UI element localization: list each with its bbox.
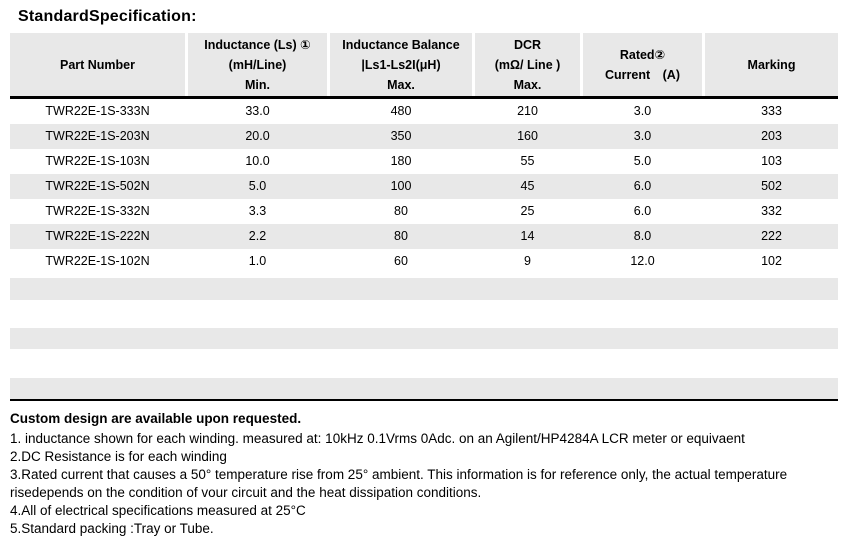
cell-marking: 333 (761, 103, 782, 118)
empty-row (10, 348, 838, 378)
specification-table: Part Number Inductance (Ls) ① (mH/Line) … (10, 33, 838, 401)
cell-rated-current: 3.0 (633, 128, 652, 143)
column-header-part-number: Part Number (10, 33, 185, 96)
cell-inductance: 20.0 (245, 128, 270, 143)
header-bottom-border (10, 96, 838, 99)
table-row: TWR22E-1S-222N 2.2 80 14 8.0 222 (10, 223, 838, 249)
cell-rated-current: 5.0 (633, 153, 652, 168)
cell-balance: 80 (394, 228, 408, 243)
footnote-1: 1. inductance shown for each winding. me… (10, 431, 745, 446)
column-header-rated-current: Rated② Current (A) (583, 33, 702, 96)
table-row: TWR22E-1S-502N 5.0 100 45 6.0 502 (10, 173, 838, 199)
cell-balance: 180 (390, 153, 412, 168)
table-row: TWR22E-1S-333N 33.0 480 210 3.0 333 (10, 98, 838, 124)
cell-marking: 102 (761, 253, 782, 268)
column-header-inductance: Inductance (Ls) ① (mH/Line) Min. (188, 33, 327, 96)
column-header-marking: Marking (705, 33, 838, 96)
empty-row (10, 327, 838, 349)
table-row: TWR22E-1S-103N 10.0 180 55 5.0 103 (10, 148, 838, 174)
cell-part-number: TWR22E-1S-502N (45, 178, 150, 193)
cell-balance: 350 (390, 128, 412, 143)
cell-dcr: 45 (520, 178, 535, 193)
cell-rated-current: 8.0 (633, 228, 652, 243)
cell-inductance: 1.0 (248, 253, 267, 268)
footnote-5: 5.Standard packing :Tray or Tube. (10, 521, 214, 536)
cell-marking: 502 (761, 178, 782, 193)
cell-balance: 60 (394, 253, 408, 268)
column-header-inductance-balance: Inductance Balance |Ls1-Ls2I(μH) Max. (330, 33, 472, 96)
cell-inductance: 10.0 (245, 153, 270, 168)
footnote-4: 4.All of electrical specifications measu… (10, 503, 306, 518)
cell-dcr: 9 (524, 253, 531, 268)
footnote-3: 3.Rated current that causes a 50° temper… (10, 467, 788, 500)
cell-dcr: 210 (517, 103, 538, 118)
footnote-2: 2.DC Resistance is for each winding (10, 449, 227, 464)
cell-balance: 80 (394, 203, 408, 218)
cell-marking: 103 (761, 153, 782, 168)
table-header-row: Part Number Inductance (Ls) ① (mH/Line) … (10, 33, 838, 96)
cell-inductance: 33.0 (245, 103, 270, 118)
cell-part-number: TWR22E-1S-203N (45, 128, 150, 143)
page-title: StandardSpecification: (18, 8, 197, 25)
cell-part-number: TWR22E-1S-333N (45, 103, 150, 118)
cell-rated-current: 6.0 (633, 203, 652, 218)
cell-rated-current: 12.0 (630, 253, 655, 268)
cell-marking: 203 (761, 128, 782, 143)
cell-balance: 100 (390, 178, 412, 193)
cell-balance: 480 (390, 103, 412, 118)
cell-dcr: 55 (520, 153, 535, 168)
column-header-dcr: DCR (mΩ/ Line ) Max. (475, 33, 580, 96)
table-bottom-border (10, 398, 838, 401)
custom-design-note: Custom design are available upon request… (10, 411, 302, 426)
cell-inductance: 3.3 (248, 203, 267, 218)
cell-inductance: 5.0 (248, 178, 267, 193)
cell-marking: 332 (761, 203, 782, 218)
empty-row (10, 277, 838, 300)
cell-part-number: TWR22E-1S-222N (45, 228, 150, 243)
cell-marking: 222 (761, 228, 782, 243)
cell-part-number: TWR22E-1S-102N (45, 253, 150, 268)
table-row: TWR22E-1S-332N 3.3 80 25 6.0 332 (10, 198, 838, 224)
table-row: TWR22E-1S-203N 20.0 350 160 3.0 203 (10, 123, 838, 149)
cell-inductance: 2.2 (248, 228, 267, 243)
cell-part-number: TWR22E-1S-332N (45, 203, 150, 218)
cell-part-number: TWR22E-1S-103N (45, 153, 150, 168)
cell-rated-current: 3.0 (633, 103, 652, 118)
empty-row (10, 299, 838, 328)
footnotes-section: Custom design are available upon request… (10, 410, 838, 538)
cell-rated-current: 6.0 (633, 178, 652, 193)
empty-row (10, 273, 838, 278)
cell-dcr: 14 (520, 228, 535, 243)
cell-dcr: 160 (517, 128, 538, 143)
table-row: TWR22E-1S-102N 1.0 60 9 12.0 102 (10, 248, 838, 274)
empty-row (10, 377, 838, 399)
cell-dcr: 25 (520, 203, 535, 218)
